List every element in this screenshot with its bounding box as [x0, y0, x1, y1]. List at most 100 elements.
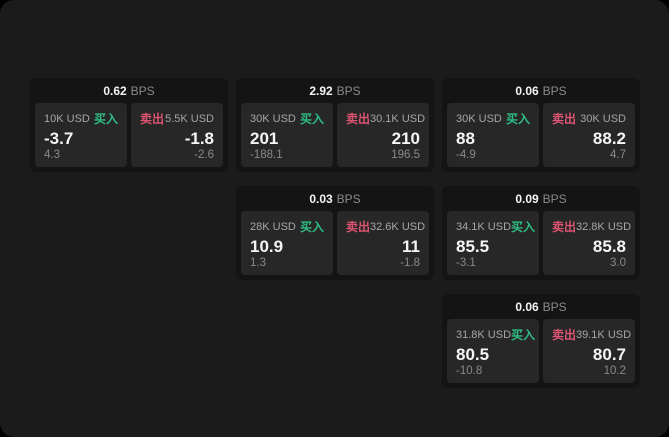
sell-quote-panel[interactable]: 卖出 30K USD 88.2 4.7	[543, 103, 635, 167]
quote-card: 2.92 BPS 30K USD 买入 201 -188.1 卖出 30.1K …	[236, 78, 434, 172]
buy-quote-panel[interactable]: 30K USD 买入 201 -188.1	[241, 103, 333, 167]
sell-quote-panel[interactable]: 卖出 30.1K USD 210 196.5	[337, 103, 429, 167]
sell-panel-top: 卖出 5.5K USD	[140, 110, 214, 127]
buy-price: -3.7	[44, 128, 74, 148]
bps-unit-label: BPS	[336, 191, 361, 206]
quote-card-body: 30K USD 买入 88 -4.9 卖出 30K USD 88.2 4.7	[447, 103, 635, 167]
quote-card-body: 28K USD 买入 10.9 1.3 卖出 32.6K USD 11 -1.8	[241, 211, 429, 275]
sell-notional-amount: 39.1K USD	[576, 328, 632, 341]
sell-side-label: 卖出	[552, 328, 577, 342]
sell-panel-top: 卖出 30.1K USD	[346, 110, 425, 127]
bps-unit-label: BPS	[542, 299, 567, 314]
sell-delta: 196.5	[391, 148, 420, 161]
sell-price: 11	[402, 236, 420, 256]
buy-panel-top: 30K USD 买入	[456, 110, 530, 127]
sell-quote-panel[interactable]: 卖出 32.8K USD 85.8 3.0	[543, 211, 635, 275]
buy-notional-amount: 30K USD	[456, 112, 502, 125]
sell-notional-amount: 32.8K USD	[576, 220, 632, 233]
quote-card-body: 30K USD 买入 201 -188.1 卖出 30.1K USD 210 1…	[241, 103, 429, 167]
buy-side-label: 买入	[299, 112, 324, 126]
sell-price: 80.7	[592, 344, 626, 364]
sell-side-label: 卖出	[346, 220, 371, 234]
sell-quote-panel[interactable]: 卖出 39.1K USD 80.7 10.2	[543, 319, 635, 383]
sell-notional-amount: 30K USD	[580, 112, 626, 125]
quote-card: 0.03 BPS 28K USD 买入 10.9 1.3 卖出 32.6K US…	[236, 186, 434, 280]
buy-notional-amount: 10K USD	[44, 112, 90, 125]
bps-value: 0.03	[309, 191, 333, 206]
bps-header: 0.03 BPS	[241, 186, 429, 211]
sell-panel-top: 卖出 39.1K USD	[552, 326, 631, 343]
sell-quote-panel[interactable]: 卖出 5.5K USD -1.8 -2.6	[131, 103, 223, 167]
buy-side-label: 买入	[93, 112, 118, 126]
sell-notional-amount: 30.1K USD	[370, 112, 426, 125]
buy-delta: -4.9	[456, 148, 476, 161]
sell-side-label: 卖出	[552, 112, 577, 126]
bps-header: 2.92 BPS	[241, 78, 429, 103]
quote-card-body: 34.1K USD 买入 85.5 -3.1 卖出 32.8K USD 85.8…	[447, 211, 635, 275]
buy-notional-amount: 31.8K USD	[456, 328, 512, 341]
sell-price: 210	[391, 128, 420, 148]
quote-card: 0.62 BPS 10K USD 买入 -3.7 4.3 卖出 5.5K USD…	[30, 78, 228, 172]
quote-grid: 0.62 BPS 10K USD 买入 -3.7 4.3 卖出 5.5K USD…	[30, 78, 640, 388]
bps-value: 0.06	[515, 83, 539, 98]
buy-panel-top: 31.8K USD 买入	[456, 326, 535, 343]
sell-price: 85.8	[592, 236, 626, 256]
bps-header: 0.09 BPS	[447, 186, 635, 211]
bps-value: 2.92	[309, 83, 333, 98]
buy-price: 80.5	[456, 344, 490, 364]
buy-quote-panel[interactable]: 31.8K USD 买入 80.5 -10.8	[447, 319, 539, 383]
buy-price: 10.9	[250, 236, 284, 256]
buy-delta: -188.1	[250, 148, 283, 161]
buy-panel-top: 30K USD 买入	[250, 110, 324, 127]
buy-price: 201	[250, 128, 279, 148]
sell-panel-top: 卖出 32.6K USD	[346, 218, 425, 235]
bps-header: 0.62 BPS	[35, 78, 223, 103]
buy-notional-amount: 28K USD	[250, 220, 296, 233]
quote-card: 0.06 BPS 30K USD 买入 88 -4.9 卖出 30K USD 8…	[442, 78, 640, 172]
buy-price: 88	[456, 128, 475, 148]
bps-unit-label: BPS	[542, 83, 567, 98]
buy-panel-top: 28K USD 买入	[250, 218, 324, 235]
sell-delta: -1.8	[400, 256, 420, 269]
buy-side-label: 买入	[511, 220, 536, 234]
bps-header: 0.06 BPS	[447, 294, 635, 319]
sell-side-label: 卖出	[346, 112, 371, 126]
buy-quote-panel[interactable]: 34.1K USD 买入 85.5 -3.1	[447, 211, 539, 275]
buy-quote-panel[interactable]: 30K USD 买入 88 -4.9	[447, 103, 539, 167]
bps-value: 0.09	[515, 191, 539, 206]
buy-notional-amount: 34.1K USD	[456, 220, 512, 233]
buy-delta: 4.3	[44, 148, 60, 161]
bps-unit-label: BPS	[542, 191, 567, 206]
buy-side-label: 买入	[299, 220, 324, 234]
buy-side-label: 买入	[505, 112, 530, 126]
bps-header: 0.06 BPS	[447, 78, 635, 103]
buy-quote-panel[interactable]: 10K USD 买入 -3.7 4.3	[35, 103, 127, 167]
sell-price: 88.2	[592, 128, 626, 148]
sell-price: -1.8	[184, 128, 214, 148]
buy-side-label: 买入	[511, 328, 536, 342]
buy-quote-panel[interactable]: 28K USD 买入 10.9 1.3	[241, 211, 333, 275]
sell-delta: 3.0	[610, 256, 626, 269]
sell-side-label: 卖出	[552, 220, 577, 234]
buy-price: 85.5	[456, 236, 490, 256]
sell-delta: 10.2	[603, 364, 626, 377]
sell-delta: -2.6	[194, 148, 214, 161]
buy-notional-amount: 30K USD	[250, 112, 296, 125]
sell-notional-amount: 5.5K USD	[165, 112, 214, 125]
buy-panel-top: 10K USD 买入	[44, 110, 118, 127]
sell-quote-panel[interactable]: 卖出 32.6K USD 11 -1.8	[337, 211, 429, 275]
quote-card-body: 31.8K USD 买入 80.5 -10.8 卖出 39.1K USD 80.…	[447, 319, 635, 383]
bps-unit-label: BPS	[130, 83, 155, 98]
sell-panel-top: 卖出 32.8K USD	[552, 218, 631, 235]
quote-card: 0.06 BPS 31.8K USD 买入 80.5 -10.8 卖出 39.1…	[442, 294, 640, 388]
bps-unit-label: BPS	[336, 83, 361, 98]
bps-value: 0.62	[103, 83, 127, 98]
sell-side-label: 卖出	[140, 112, 165, 126]
sell-delta: 4.7	[610, 148, 626, 161]
quote-card-body: 10K USD 买入 -3.7 4.3 卖出 5.5K USD -1.8 -2.…	[35, 103, 223, 167]
buy-delta: 1.3	[250, 256, 266, 269]
buy-delta: -10.8	[456, 364, 483, 377]
sell-panel-top: 卖出 30K USD	[552, 110, 626, 127]
buy-delta: -3.1	[456, 256, 476, 269]
